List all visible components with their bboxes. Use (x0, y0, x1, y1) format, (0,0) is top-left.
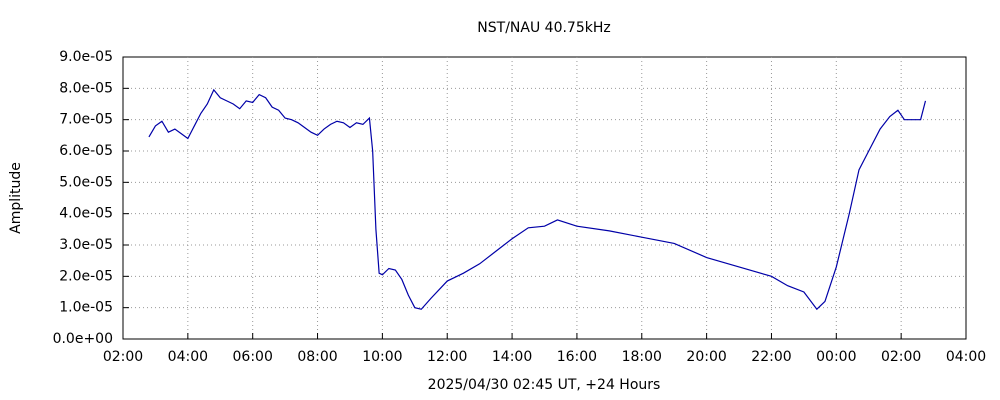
x-tick-label: 12:00 (427, 349, 467, 365)
x-tick-label: 22:00 (751, 349, 791, 365)
y-axis-label: Amplitude (8, 162, 24, 234)
data-line (148, 88, 927, 311)
x-tick-label: 08:00 (297, 349, 337, 365)
y-tick-label: 3.0e-05 (59, 237, 113, 253)
x-tick-label: 06:00 (233, 349, 273, 365)
x-tick-label: 00:00 (816, 349, 856, 365)
x-axis-label: 2025/04/30 02:45 UT, +24 Hours (428, 377, 661, 393)
x-tick-label: 04:00 (946, 349, 986, 365)
x-tick-label: 04:00 (168, 349, 208, 365)
y-tick-label: 2.0e-05 (59, 268, 113, 284)
y-tick-label: 1.0e-05 (59, 300, 113, 316)
y-tick-label: 4.0e-05 (59, 206, 113, 222)
x-tick-label: 02:00 (103, 349, 143, 365)
x-tick-label: 02:00 (881, 349, 921, 365)
y-tick-label: 6.0e-05 (59, 143, 113, 159)
x-tick-label: 20:00 (686, 349, 726, 365)
y-tick-label: 0.0e+00 (53, 331, 113, 347)
y-tick-label: 9.0e-05 (59, 49, 113, 65)
y-tick-label: 7.0e-05 (59, 112, 113, 128)
x-tick-label: 16:00 (557, 349, 597, 365)
chart-title: NST/NAU 40.75kHz (477, 20, 610, 36)
x-tick-label: 18:00 (622, 349, 662, 365)
y-tick-label: 8.0e-05 (59, 80, 113, 96)
plot-frame (122, 56, 967, 340)
y-tick-label: 5.0e-05 (59, 174, 113, 190)
x-tick-label: 10:00 (362, 349, 402, 365)
x-tick-label: 14:00 (492, 349, 532, 365)
